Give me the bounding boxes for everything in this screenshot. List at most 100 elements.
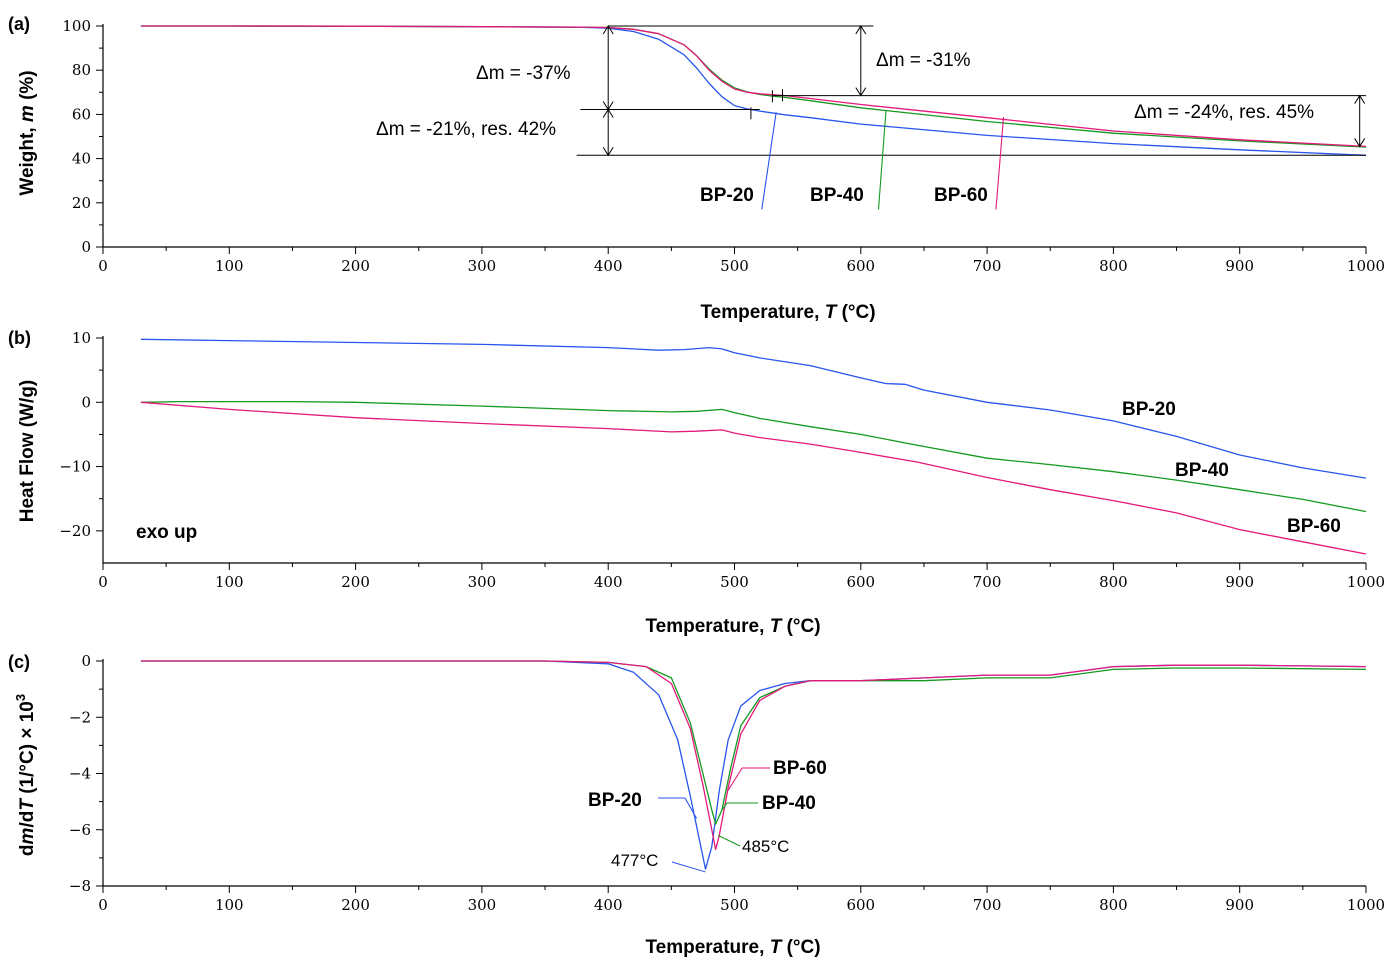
x-tick-label: 700 xyxy=(973,896,1002,914)
y-tick-label: −10 xyxy=(59,458,91,476)
annotation-delta-37: Δm = -37% xyxy=(476,63,571,84)
series-label-b-bp60: BP-60 xyxy=(1287,516,1341,537)
x-axis-title-a-unit: (°C) xyxy=(836,302,875,323)
y-axis-title-c-slash: /d xyxy=(17,811,38,828)
x-tick-label: 400 xyxy=(594,573,623,591)
y-tick-label: 40 xyxy=(72,150,91,168)
y-axis-title-a: Weight, m (%) xyxy=(17,70,38,195)
x-tick-label: 0 xyxy=(98,257,108,275)
x-tick-label: 100 xyxy=(215,896,244,914)
panel-b-series xyxy=(140,338,1367,555)
panel-a: (a) 0 100 200 300 400 500 600 700 800 900 1000 0 20 4… xyxy=(8,14,1385,323)
series-label-a-bp20: BP-20 xyxy=(700,185,754,206)
y-axis-title-c-T: T xyxy=(17,798,38,811)
x-tick-label: 800 xyxy=(1099,573,1128,591)
panel-b: (b) 0 100 200 300 400 500 600 700 800 900 1000−20−… xyxy=(8,328,1385,637)
y-tick-label: −8 xyxy=(69,877,91,895)
x-tick-label: 500 xyxy=(720,573,749,591)
panel-c-series xyxy=(140,660,1367,873)
annotation-delta-31: Δm = -31% xyxy=(876,50,971,71)
x-tick-label: 1000 xyxy=(1347,257,1385,275)
y-tick-label: 0 xyxy=(81,238,91,256)
series-line-bp-40 xyxy=(140,660,1367,825)
arrow-delta-31-head-bottom xyxy=(855,87,867,97)
x-axis-title-c-symbol: T xyxy=(770,937,783,958)
series-line-bp-40 xyxy=(140,25,1367,148)
x-tick-label: 800 xyxy=(1099,896,1128,914)
x-tick-label: 900 xyxy=(1225,573,1254,591)
leader-c-bp20 xyxy=(684,797,698,819)
y-axis-title-c-d1: d xyxy=(17,844,38,856)
x-axis-title-b: Temperature, T (°C) xyxy=(645,616,820,637)
series-label-b-bp40: BP-40 xyxy=(1175,460,1229,481)
panel-label-b: (b) xyxy=(8,328,31,348)
y-tick-label: 20 xyxy=(72,194,91,212)
x-tick-label: 0 xyxy=(98,573,108,591)
series-line-bp-40 xyxy=(140,400,1367,513)
y-axis-title-c-unit: (1/°C) × 10 xyxy=(17,701,38,799)
y-tick-label: 10 xyxy=(72,329,91,347)
x-axis-title-a: Temperature, T (°C) xyxy=(700,302,875,323)
x-tick-label: 300 xyxy=(468,573,497,591)
y-axis-title-c: dm/dT (1/°C) × 103 xyxy=(13,694,38,856)
x-tick-label: 0 xyxy=(98,896,108,914)
leader-a-bp20 xyxy=(761,112,777,210)
annotation-477: 477°C xyxy=(611,851,658,870)
leader-485 xyxy=(717,834,741,847)
x-tick-label: 100 xyxy=(215,573,244,591)
y-axis-title-a-unit: (%) xyxy=(17,70,38,105)
y-tick-label: −6 xyxy=(69,821,91,839)
panel-c-axes: 0 100 200 300 400 500 600 700 800 900 1000 −8 −6 −4 −2… xyxy=(69,652,1385,914)
x-axis-title-c: Temperature, T (°C) xyxy=(645,937,820,958)
y-tick-label: 0 xyxy=(81,393,91,411)
panel-label-a: (a) xyxy=(8,14,30,34)
series-label-c-bp60: BP-60 xyxy=(773,758,827,779)
leader-477 xyxy=(671,861,706,873)
series-label-c-bp20: BP-20 xyxy=(588,790,642,811)
x-axis-title-c-unit: (°C) xyxy=(781,937,820,958)
series-line-bp-60 xyxy=(140,25,1367,148)
leader-a-bp60 xyxy=(995,117,1005,210)
series-line-bp-20 xyxy=(140,338,1367,479)
y-axis-title-c-m: m xyxy=(17,827,38,844)
leader-c-bp40 xyxy=(721,802,728,811)
x-axis-title-c-prefix: Temperature, xyxy=(645,937,769,958)
arrow-delta-21-head-top xyxy=(602,108,614,118)
x-axis-title-b-prefix: Temperature, xyxy=(645,616,769,637)
arrow-delta-24-head-bottom xyxy=(1354,138,1366,148)
y-tick-label: 60 xyxy=(72,105,91,123)
x-tick-label: 1000 xyxy=(1347,573,1385,591)
x-tick-label: 700 xyxy=(973,257,1002,275)
panel-a-axes: 0 100 200 300 400 500 600 700 800 900 1000 0 20 40 60 8… xyxy=(62,17,1385,275)
y-axis-title-a-prefix: Weight, xyxy=(17,122,38,196)
x-axis-title-b-symbol: T xyxy=(770,616,783,637)
arrow-delta-37-head-top xyxy=(602,25,614,35)
arrow-delta-31-head-top xyxy=(855,25,867,35)
panel-b-axes: 0 100 200 300 400 500 600 700 800 900 1000 −20 −10 0 1… xyxy=(59,329,1385,591)
series-label-a-bp60: BP-60 xyxy=(934,185,988,206)
x-tick-label: 200 xyxy=(341,896,370,914)
annotation-delta-24: Δm = -24%, res. 45% xyxy=(1134,102,1314,123)
panel-label-c: (c) xyxy=(8,652,30,672)
series-label-b-bp20: BP-20 xyxy=(1122,399,1176,420)
x-tick-label: 700 xyxy=(973,573,1002,591)
leader-c-bp60 xyxy=(727,767,743,791)
annotation-485: 485°C xyxy=(742,837,789,856)
x-tick-label: 500 xyxy=(720,257,749,275)
y-axis-title-b: Heat Flow (W/g) xyxy=(17,380,38,522)
x-tick-label: 200 xyxy=(341,573,370,591)
x-tick-label: 800 xyxy=(1099,257,1128,275)
x-tick-label: 900 xyxy=(1225,257,1254,275)
y-tick-label: −4 xyxy=(69,765,91,783)
y-tick-label: 80 xyxy=(72,61,91,79)
series-line-bp-60 xyxy=(140,401,1367,555)
y-tick-label: −2 xyxy=(69,708,91,726)
y-tick-label: 100 xyxy=(62,17,91,35)
x-tick-label: 400 xyxy=(594,896,623,914)
arrow-delta-24-head-top xyxy=(1354,94,1366,104)
x-axis-title-b-unit: (°C) xyxy=(781,616,820,637)
panel-c: (c) 0 100 200 300 400 500 600 700 800 900 1000 −8 −6… xyxy=(8,652,1385,958)
y-axis-title-a-symbol: m xyxy=(17,105,38,122)
x-tick-label: 1000 xyxy=(1347,896,1385,914)
